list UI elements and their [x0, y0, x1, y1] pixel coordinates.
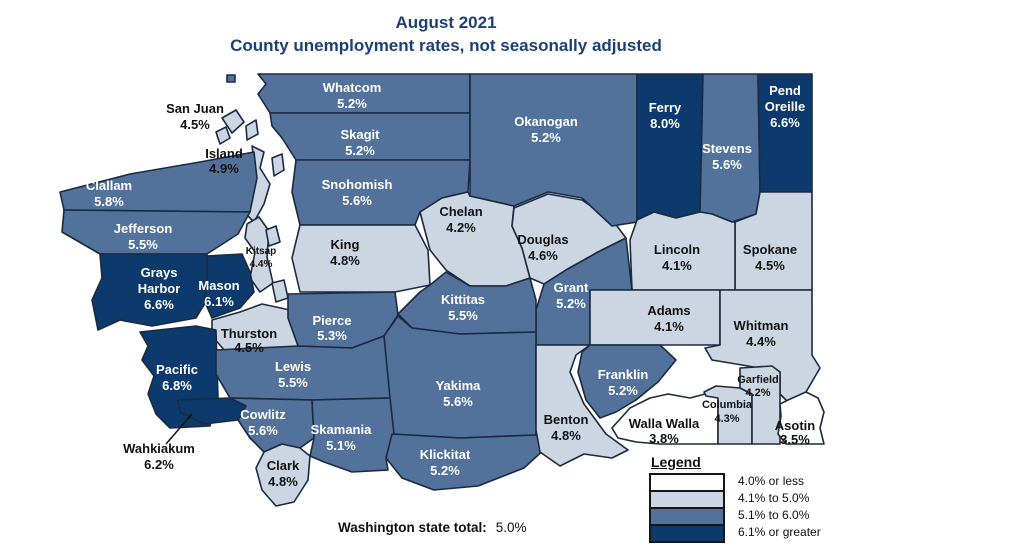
- legend-label-2: 5.1% to 6.0%: [738, 508, 810, 522]
- county-label-thurston: Thurston 4.5%: [221, 326, 277, 355]
- county-label-douglas: Douglas 4.6%: [517, 232, 568, 263]
- county-label-skagit: Skagit 5.2%: [340, 127, 380, 158]
- county-label-okanogan: Okanogan 5.2%: [514, 114, 578, 145]
- county-label-asotin: Asotin 3.5%: [775, 418, 816, 447]
- county-label-ferry: Ferry 8.0%: [649, 100, 682, 131]
- legend-label-0: 4.0% or less: [738, 474, 805, 488]
- county-clark: [255, 443, 311, 507]
- county-label-snohomish: Snohomish 5.6%: [322, 177, 393, 208]
- county-san_juan: [215, 109, 259, 145]
- county-label-chelan: Chelan 4.2%: [439, 204, 482, 235]
- county-yakima: [383, 315, 537, 439]
- legend: Legend 4.0% or less 4.1% to 5.0% 5.1% to 6…: [649, 454, 821, 543]
- county-label-klickitat: Klickitat 5.2%: [420, 447, 471, 478]
- county-label-clark: Clark 4.8%: [267, 458, 300, 489]
- legend-swatch-3: [649, 524, 725, 543]
- wahkiakum-leader-line: [165, 413, 193, 445]
- county-label-clallam: Clallam 5.8%: [86, 178, 132, 209]
- county-label-grays_harbor: Grays Harbor 6.6%: [138, 265, 181, 312]
- county-label-mason: Mason 6.1%: [198, 278, 239, 309]
- county-label-pacific: Pacific 6.8%: [156, 362, 198, 393]
- county-label-island: Island 4.9%: [205, 146, 243, 176]
- county-label-wahkiakum: Wahkiakum 6.2%: [123, 441, 195, 472]
- county-klickitat: [385, 433, 549, 491]
- county-label-kittitas: Kittitas 5.5%: [441, 292, 485, 323]
- county-label-stevens: Stevens 5.6%: [702, 141, 752, 172]
- county-label-jefferson: Jefferson 5.5%: [114, 221, 173, 252]
- report-title: August 2021: [395, 13, 497, 32]
- county-lincoln: [629, 211, 736, 291]
- county-label-columbia: Columbia 4.3%: [702, 399, 753, 425]
- state-total: Washington state total: 5.0%: [338, 520, 527, 535]
- county-label-pend_oreille: Pend Oreille 6.6%: [765, 83, 805, 130]
- county-label-yakima: Yakima 5.6%: [436, 378, 482, 409]
- legend-label-1: 4.1% to 5.0%: [738, 491, 810, 505]
- county-label-whatcom: Whatcom 5.2%: [323, 80, 382, 111]
- legend-labels: 4.0% or less 4.1% to 5.0% 5.1% to 6.0% 6.1%…: [738, 473, 821, 541]
- state-total-label: Washington state total:: [338, 520, 487, 535]
- county-label-walla_walla: Walla Walla 3.8%: [629, 416, 700, 446]
- county-label-spokane: Spokane 4.5%: [743, 242, 797, 273]
- county-kitsap: [244, 216, 281, 293]
- county-franklin: [577, 344, 677, 419]
- county-label-benton: Benton 4.8%: [544, 412, 589, 443]
- county-label-whitman: Whitman 4.4%: [734, 318, 789, 349]
- county-skamania: [309, 397, 395, 473]
- county-label-lincoln: Lincoln 4.1%: [654, 242, 700, 273]
- county-label-adams: Adams 4.1%: [647, 303, 690, 334]
- county-label-san_juan: San Juan 4.5%: [166, 101, 224, 132]
- legend-swatches: [649, 473, 725, 543]
- legend-label-3: 6.1% or greater: [738, 525, 821, 539]
- county-label-kitsap: Kitsap 4.4%: [246, 246, 277, 270]
- county-label-grant: Grant 5.2%: [554, 280, 589, 311]
- county-garfield: [739, 365, 781, 445]
- county-mason: [203, 253, 255, 319]
- county-label-garfield: Garfield 4.2%: [737, 374, 779, 399]
- county-benton: [535, 344, 629, 467]
- county-label-cowlitz: Cowlitz 5.6%: [240, 407, 286, 438]
- county-label-lewis: Lewis 5.5%: [275, 359, 311, 390]
- county-ferry: [636, 73, 704, 221]
- report-subtitle: County unemployment rates, not seasonall…: [230, 36, 662, 55]
- county-label-skamania: Skamania 5.1%: [311, 422, 372, 453]
- county-label-king: King 4.8%: [330, 237, 360, 268]
- state-total-value: 5.0%: [495, 520, 527, 535]
- county-label-pierce: Pierce 5.3%: [312, 313, 351, 343]
- county-label-franklin: Franklin 5.2%: [598, 367, 649, 398]
- legend-title: Legend: [651, 454, 701, 470]
- report-header: August 2021 County unemployment rates, n…: [0, 11, 892, 57]
- county-asotin: [777, 391, 825, 445]
